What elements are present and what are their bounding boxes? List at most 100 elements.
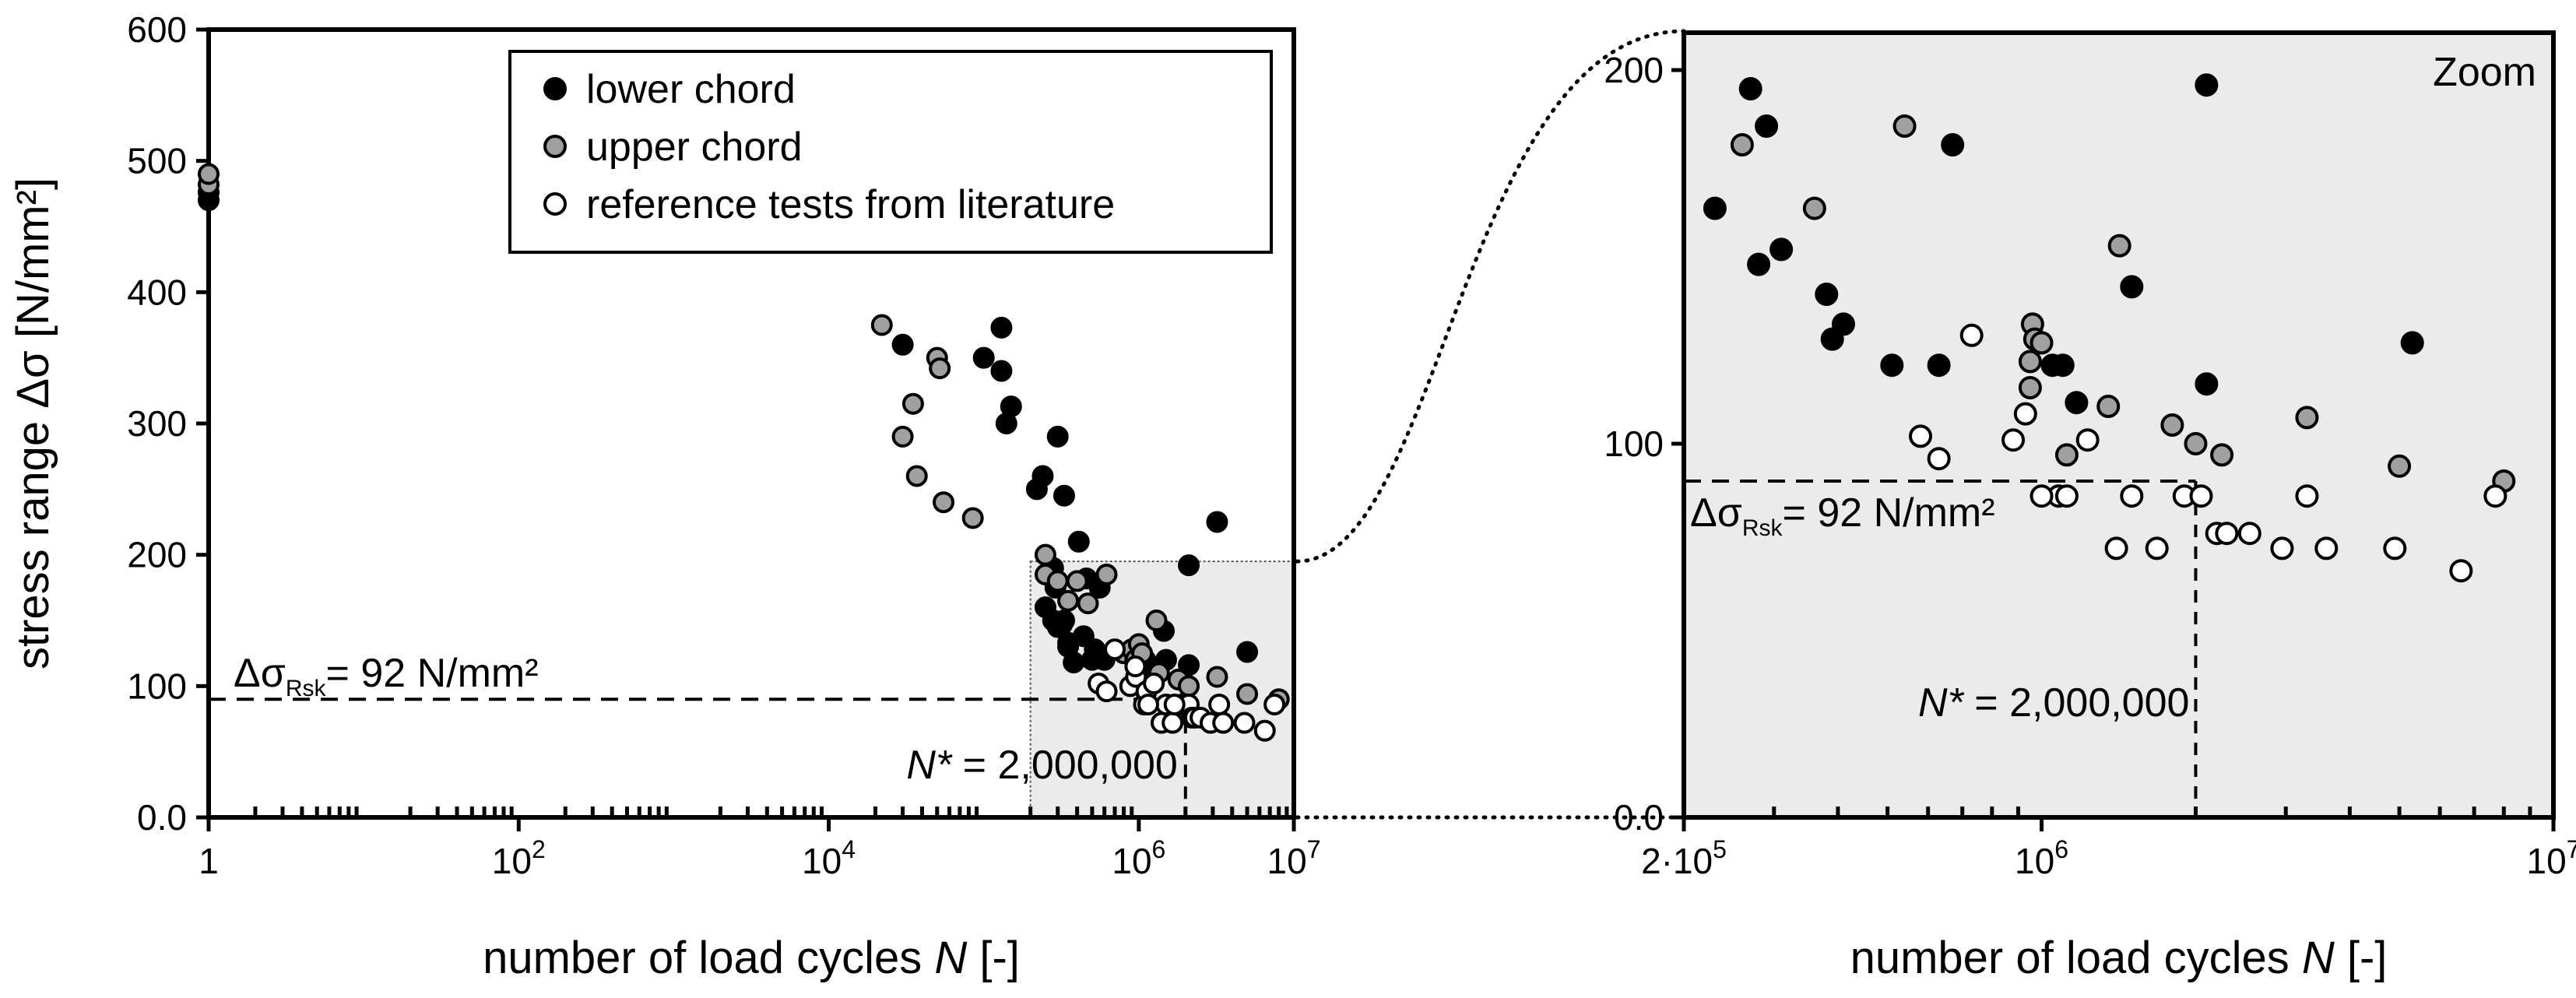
point-lower-chord — [1927, 353, 1951, 378]
point-upper-chord — [1206, 666, 1228, 688]
zoom-frame — [1682, 30, 2556, 820]
x-axis-label: number of load cycles N [-] — [483, 933, 1020, 983]
point-lower-chord — [990, 316, 1013, 339]
point-upper-chord — [905, 465, 928, 487]
point-upper-chord — [2030, 331, 2054, 355]
zoom-background — [1684, 33, 2553, 817]
point-lower-chord — [1747, 252, 1771, 276]
point-reference-tests-from-literature — [1163, 693, 1186, 715]
point-lower-chord — [1880, 353, 1904, 378]
legend-label-reference-tests-from-literature: reference tests from literature — [586, 182, 1115, 227]
zoom-chart: 2·105 106 107 0.0 100 200 number of load cycle… — [1604, 30, 2576, 983]
point-lower-chord — [2051, 353, 2075, 378]
point-lower-chord — [891, 333, 914, 356]
point-reference-tests-from-literature — [1137, 693, 1159, 715]
point-upper-chord — [901, 392, 924, 415]
y-tick-label: 400 — [127, 272, 187, 312]
point-upper-chord — [891, 425, 914, 448]
point-lower-chord — [1067, 530, 1090, 553]
y-tick-label: 100 — [127, 666, 187, 706]
point-reference-tests-from-literature — [2145, 536, 2169, 560]
point-reference-tests-from-literature — [1212, 712, 1235, 734]
point-lower-chord — [1057, 631, 1080, 654]
zoom-y-tick-label: 100 — [1604, 423, 1664, 464]
point-lower-chord — [2195, 372, 2219, 396]
point-upper-chord — [198, 163, 220, 185]
point-lower-chord — [1206, 511, 1228, 533]
y-tick-label: 500 — [127, 141, 187, 181]
point-lower-chord — [1042, 610, 1064, 631]
point-reference-tests-from-literature — [2295, 484, 2319, 508]
point-reference-tests-from-literature — [2483, 484, 2507, 508]
point-upper-chord — [961, 507, 984, 529]
point-upper-chord — [933, 491, 955, 514]
point-lower-chord — [1031, 465, 1054, 487]
point-reference-tests-from-literature — [1253, 719, 1276, 742]
legend-label-lower-chord: lower chord — [586, 67, 796, 112]
point-upper-chord — [1145, 610, 1168, 631]
x-tick-label: 102 — [492, 835, 546, 881]
point-lower-chord — [1178, 554, 1200, 577]
y-tick-label: 200 — [127, 535, 187, 575]
point-reference-tests-from-literature — [1143, 672, 1165, 694]
zoom-x-tick-label: 106 — [2015, 835, 2068, 881]
zoom-y-tick-label: 200 — [1604, 50, 1664, 90]
connector-top — [1295, 29, 1686, 564]
x-tick-label: 1 — [199, 841, 219, 881]
point-lower-chord — [990, 360, 1013, 382]
point-upper-chord — [2210, 443, 2234, 467]
point-lower-chord — [1831, 312, 1855, 336]
point-reference-tests-from-literature — [1927, 447, 1951, 471]
y-tick-label: 300 — [127, 403, 187, 444]
point-lower-chord — [1755, 114, 1779, 138]
zoom-y-tick-label: 0.0 — [1614, 797, 1664, 838]
point-lower-chord — [1046, 425, 1069, 448]
point-upper-chord — [2096, 395, 2121, 418]
point-upper-chord — [1034, 543, 1056, 566]
point-upper-chord — [2107, 234, 2131, 258]
point-upper-chord — [1178, 675, 1200, 698]
point-upper-chord — [1730, 133, 1754, 156]
point-reference-tests-from-literature — [2120, 484, 2144, 508]
zoom-connectors — [1295, 29, 1686, 820]
point-lower-chord — [1084, 638, 1106, 661]
point-lower-chord — [1941, 133, 1965, 156]
point-upper-chord — [2160, 413, 2184, 437]
legend-marker-lower-chord — [543, 77, 567, 100]
point-lower-chord — [1178, 654, 1200, 676]
point-reference-tests-from-literature — [2314, 536, 2339, 560]
point-upper-chord — [1046, 570, 1069, 592]
y-tick-label: 0.0 — [137, 797, 187, 838]
zoom-reference-line-label: ΔσRsk= 92 N/mm² — [1690, 490, 1995, 541]
point-reference-tests-from-literature — [2237, 522, 2261, 546]
x-tick-label: 107 — [1267, 835, 1321, 881]
point-lower-chord — [2120, 275, 2144, 299]
point-reference-tests-from-literature — [1263, 693, 1286, 715]
zoom-x-tick-label: 2·105 — [1641, 835, 1727, 881]
point-reference-tests-from-literature — [2104, 536, 2128, 560]
legend-marker-reference-tests-from-literature — [543, 192, 567, 216]
point-lower-chord — [2400, 331, 2424, 355]
point-reference-tests-from-literature — [2383, 536, 2407, 560]
point-upper-chord — [929, 357, 951, 380]
point-reference-tests-from-literature — [1161, 712, 1184, 734]
point-upper-chord — [1095, 563, 1118, 585]
point-lower-chord — [1738, 77, 1762, 100]
point-lower-chord — [1769, 237, 1794, 262]
y-axis-label: stress range Δσ [N/mm²] — [8, 177, 58, 669]
zoom-x-tick-label: 107 — [2527, 835, 2576, 881]
point-upper-chord — [2018, 350, 2042, 374]
point-reference-tests-from-literature — [1233, 712, 1256, 734]
point-reference-tests-from-literature — [1959, 323, 1984, 347]
point-reference-tests-from-literature — [2189, 484, 2213, 508]
zoom-nstar-label: N* = 2,000,000 — [1918, 680, 2189, 726]
zoom-title: Zoom — [2433, 50, 2536, 95]
point-lower-chord — [2065, 391, 2089, 415]
reference-line-label: ΔσRsk= 92 N/mm² — [234, 651, 539, 701]
point-reference-tests-from-literature — [2449, 559, 2473, 583]
legend-marker-upper-chord — [543, 135, 567, 158]
point-lower-chord — [1703, 196, 1727, 220]
point-upper-chord — [1802, 196, 1826, 220]
point-upper-chord — [1066, 570, 1088, 592]
point-reference-tests-from-literature — [1124, 655, 1147, 678]
